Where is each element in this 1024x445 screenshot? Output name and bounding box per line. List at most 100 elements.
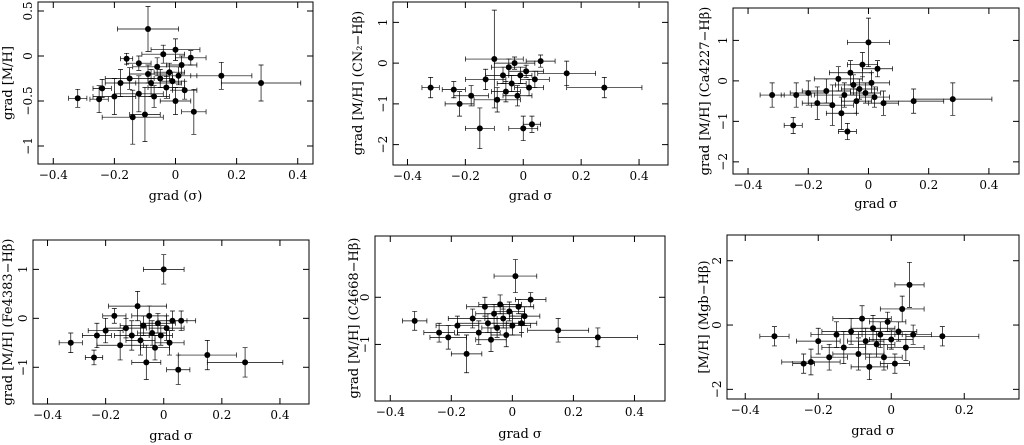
data-point [128, 332, 135, 339]
x-tick-label: 0 [172, 168, 180, 182]
data-point [594, 334, 601, 341]
data-point [450, 86, 457, 93]
y-tick-label: 0.5 [21, 1, 35, 20]
data-point [172, 46, 179, 53]
x-axis-label: grad (σ) [149, 189, 203, 204]
y-tick-label: 2 [710, 257, 724, 265]
axis-ticks: −0.4 −0.2 0 0.2 0.4 −2 −1 0 1 [376, 2, 668, 183]
data-point [859, 61, 866, 68]
x-tick-label: −0.4 [731, 403, 761, 417]
x-tick-label: 0.2 [564, 405, 583, 419]
x-tick-label: −0.2 [91, 408, 120, 422]
data-point [129, 114, 136, 121]
data-point [800, 360, 807, 367]
data-point [517, 72, 524, 79]
data-point [891, 360, 898, 367]
y-tick-label: 1 [716, 37, 730, 45]
x-axis-label: grad σ [851, 424, 895, 439]
data-point [152, 344, 159, 351]
x-axis-label: grad σ [149, 429, 193, 444]
data-point [497, 301, 504, 308]
data-point [514, 92, 521, 99]
x-tick-label: 0 [160, 408, 168, 422]
x-tick-label: 0.2 [919, 178, 938, 192]
data-point [835, 75, 842, 82]
y-axis-label: grad [M/H] (Fe4383−Hβ) [1, 238, 16, 405]
y-tick-label: 1 [16, 266, 30, 274]
data-point [411, 317, 418, 324]
y-tick-label: 0 [358, 293, 372, 301]
data-point [829, 102, 836, 109]
data-point [122, 325, 129, 332]
data-point [178, 317, 185, 324]
x-tick-label: −0.4 [393, 169, 423, 183]
plot-frame [392, 1, 669, 166]
panel-4: −0.4 −0.2 0 0.2 0.4 −1 0 1 grad σ grad [M/H] (F… [1, 238, 310, 444]
y-tick-label: −1 [21, 137, 35, 155]
data-point [871, 94, 878, 101]
data-point [537, 58, 544, 65]
data-point [862, 90, 869, 97]
data-point [258, 80, 265, 86]
data-point [160, 51, 167, 58]
data-point [166, 69, 173, 76]
data-point [855, 350, 862, 357]
data-point [793, 92, 800, 99]
data-point [149, 330, 156, 337]
panel-2: −0.4 −0.2 0 0.2 0.4 −2 −1 0 1 grad σ grad [M/H] … [351, 1, 669, 204]
x-tick-label: −0.4 [33, 408, 63, 422]
data-point [906, 281, 913, 288]
x-tick-label: 0.2 [955, 403, 974, 417]
x-tick-label: 0.4 [625, 405, 644, 419]
data-point [859, 315, 866, 322]
data-point [865, 39, 872, 46]
y-tick-label: 1 [376, 19, 390, 27]
data-point [154, 63, 161, 70]
data-point [157, 332, 164, 339]
data-point [866, 363, 873, 370]
axis-ticks: −0.4 −0.2 0 0.2 0.4 −1 0 [358, 236, 665, 419]
data-marks [421, 9, 643, 150]
data-point [93, 332, 100, 339]
data-point [874, 65, 881, 72]
data-point [520, 125, 527, 132]
x-tick-label: −0.4 [376, 405, 406, 419]
data-marks [58, 254, 284, 385]
data-point [880, 354, 887, 361]
x-tick-label: 0.4 [979, 178, 998, 192]
x-tick-label: −0.2 [794, 178, 823, 192]
data-point [146, 312, 153, 319]
x-tick-label: −0.2 [437, 405, 466, 419]
data-point [856, 85, 863, 92]
data-point [526, 84, 533, 91]
x-tick-label: −0.2 [100, 168, 129, 182]
data-point [218, 72, 225, 79]
y-axis-label: grad [M/H] [1, 46, 16, 120]
data-point [463, 350, 470, 357]
data-point [815, 338, 822, 345]
data-point [512, 273, 519, 280]
y-tick-label: 0 [16, 315, 30, 323]
data-point [141, 111, 148, 118]
data-point [175, 366, 182, 373]
y-tick-label: 0 [710, 321, 724, 329]
y-axis-label: grad [M/H] (C4668−Hβ) [347, 238, 362, 399]
x-tick-label: 0 [887, 403, 895, 417]
data-point [500, 315, 507, 322]
data-point [484, 320, 491, 327]
panel-5: −0.4 −0.2 0 0.2 0.4 −1 0 grad σ grad [M/H] (C4… [347, 235, 666, 442]
x-tick-label: −0.4 [39, 168, 69, 182]
data-point [870, 325, 876, 332]
data-point [436, 329, 443, 336]
data-point [469, 315, 476, 322]
data-point [502, 88, 509, 95]
data-point [494, 324, 501, 331]
data-point [476, 125, 483, 132]
data-point [445, 334, 452, 341]
data-point [895, 328, 902, 335]
data-point [99, 85, 106, 92]
data-point [491, 56, 498, 63]
y-tick-label: −1 [376, 95, 390, 113]
y-tick-label: −1 [16, 358, 30, 376]
x-tick-label: 0.2 [572, 169, 591, 183]
